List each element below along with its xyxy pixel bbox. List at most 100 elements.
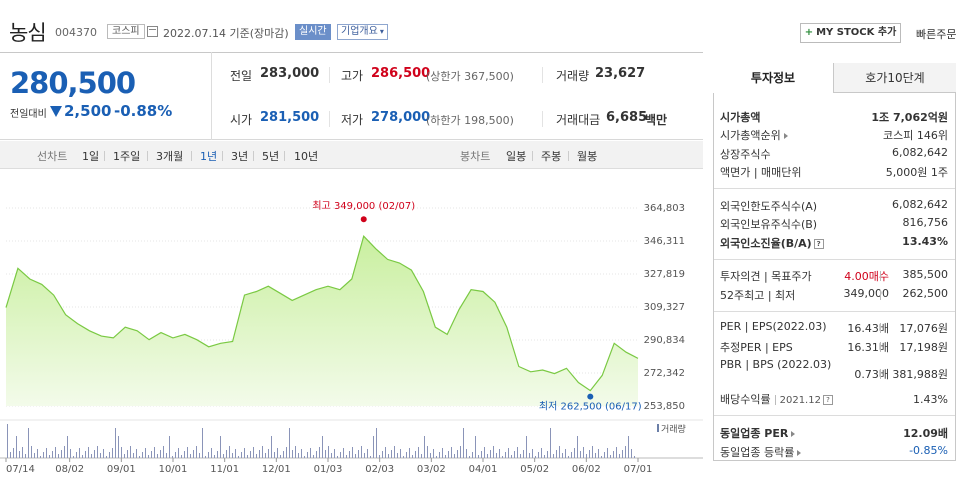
period-1w[interactable]: 1주일 bbox=[113, 150, 141, 163]
y-tick-label: 364,803 bbox=[644, 203, 685, 214]
volume-bar bbox=[61, 450, 62, 458]
high-label: 고가 bbox=[341, 69, 364, 83]
divider bbox=[880, 323, 881, 333]
add-mystock-button[interactable]: + MY STOCK 추가 bbox=[800, 23, 901, 43]
volume-bar bbox=[277, 448, 278, 458]
realtime-badge[interactable]: 실시간 bbox=[295, 24, 331, 40]
price-box bbox=[0, 52, 703, 140]
volume-bar bbox=[262, 446, 263, 458]
period-10y[interactable]: 10년 bbox=[294, 150, 319, 163]
x-tick-label: 11/01 bbox=[210, 464, 239, 475]
volume-bar bbox=[118, 436, 119, 458]
volume-bar bbox=[85, 451, 86, 458]
volume-bar bbox=[556, 450, 557, 458]
volume-bar bbox=[448, 451, 449, 458]
volume-bar bbox=[571, 452, 572, 458]
volume-bar bbox=[28, 428, 29, 458]
volume-bar bbox=[16, 436, 17, 458]
y-tick-label: 346,311 bbox=[644, 236, 685, 247]
volume-legend-swatch bbox=[657, 424, 659, 432]
help-icon[interactable]: ? bbox=[813, 239, 824, 249]
volume-bar bbox=[592, 446, 593, 458]
divider bbox=[774, 395, 776, 405]
volume-bar bbox=[187, 447, 188, 458]
per-value: 16.43배 bbox=[847, 322, 889, 335]
volume-bar bbox=[34, 453, 35, 458]
volume-bar bbox=[73, 456, 74, 458]
volume-bar bbox=[466, 449, 467, 458]
low-value: 278,000 bbox=[371, 110, 431, 125]
volume-bar bbox=[574, 448, 575, 458]
volume-bar bbox=[142, 452, 143, 458]
low-label: 저가 bbox=[341, 113, 364, 127]
volume-bar bbox=[40, 456, 41, 458]
volume-bar bbox=[55, 447, 56, 458]
volume-bar bbox=[175, 452, 176, 458]
volume-bar bbox=[499, 449, 500, 458]
volume-bar bbox=[250, 451, 251, 458]
divider bbox=[147, 151, 148, 161]
market-cap-rank-label[interactable]: 시가총액순위 bbox=[720, 127, 788, 143]
volume-bar bbox=[409, 448, 410, 458]
period-1d[interactable]: 1일 bbox=[82, 150, 100, 163]
price-chart[interactable]: 364,803 346,311 327,819 309,327 290,834 272,3… bbox=[0, 170, 703, 498]
volume-bar bbox=[358, 450, 359, 458]
volume-bar bbox=[376, 428, 377, 458]
period-3m[interactable]: 3개월 bbox=[156, 150, 184, 163]
volume-bar bbox=[379, 455, 380, 458]
dividend-date: 2021.12 bbox=[779, 395, 821, 406]
tab-invest-info[interactable]: 투자정보 bbox=[713, 63, 834, 93]
volume-bar bbox=[490, 450, 491, 458]
price-line bbox=[5, 235, 639, 392]
volume-bar bbox=[259, 450, 260, 458]
volume-bar bbox=[190, 454, 191, 458]
volume-bar bbox=[52, 451, 53, 458]
volume-bar bbox=[31, 446, 32, 458]
divider bbox=[542, 67, 543, 83]
volume-bar bbox=[568, 456, 569, 458]
dividend-text: 배당수익률 bbox=[720, 393, 771, 406]
x-tick-label: 12/01 bbox=[262, 464, 291, 475]
y-tick-label: 327,819 bbox=[644, 269, 685, 280]
change-label: 전일대비 bbox=[10, 109, 47, 120]
volume-bar bbox=[532, 449, 533, 458]
volume-bar bbox=[76, 452, 77, 458]
candle-week[interactable]: 주봉 bbox=[541, 150, 562, 163]
quick-order-link[interactable]: 빠른주문 bbox=[916, 28, 957, 41]
max-marker bbox=[360, 216, 367, 223]
x-tick-label: 07/01 bbox=[624, 464, 653, 475]
divider bbox=[532, 151, 533, 161]
volume-bar bbox=[361, 446, 362, 458]
period-1y[interactable]: 1년 bbox=[200, 150, 218, 163]
period-3y[interactable]: 3년 bbox=[231, 150, 249, 163]
candle-month[interactable]: 월봉 bbox=[577, 150, 598, 163]
tab-hoga10[interactable]: 호가10단계 bbox=[834, 63, 956, 93]
volume-bar bbox=[529, 453, 530, 458]
volume-bar bbox=[400, 449, 401, 458]
volume-bar bbox=[82, 455, 83, 458]
divider bbox=[568, 151, 569, 161]
volume-bar bbox=[604, 452, 605, 458]
volume-bar bbox=[394, 446, 395, 458]
volume-bar bbox=[481, 451, 482, 458]
divider bbox=[104, 151, 105, 161]
y-tick-label: 253,850 bbox=[644, 401, 685, 412]
candle-day[interactable]: 일봉 bbox=[506, 150, 527, 163]
help-icon[interactable]: ? bbox=[822, 395, 833, 405]
volume-bar bbox=[364, 453, 365, 458]
sector-rate-label[interactable]: 동일업종 등락률 bbox=[720, 444, 802, 460]
volume-bar bbox=[331, 453, 332, 458]
volume-bar bbox=[292, 450, 293, 458]
company-overview-dropdown[interactable]: 기업개요 ▾ bbox=[337, 24, 388, 40]
divider bbox=[714, 311, 955, 312]
volume-bar bbox=[493, 446, 494, 458]
volume-bar bbox=[178, 448, 179, 458]
volume-bar bbox=[130, 446, 131, 458]
period-5y[interactable]: 5년 bbox=[262, 150, 280, 163]
sector-per-label[interactable]: 동일업종 PER bbox=[720, 425, 796, 441]
volume-bar bbox=[13, 448, 14, 458]
sector-per-text: 동일업종 PER bbox=[720, 427, 789, 440]
volume-bar bbox=[457, 450, 458, 458]
volume-bar bbox=[319, 447, 320, 458]
volume-bar bbox=[19, 451, 20, 458]
